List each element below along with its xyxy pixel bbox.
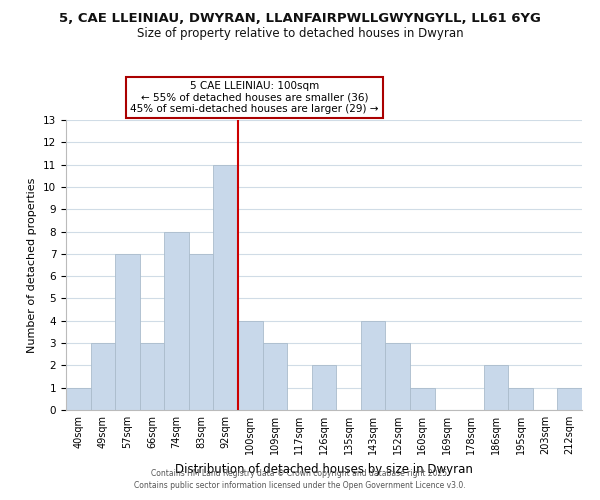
Bar	[164, 232, 189, 410]
Bar	[263, 343, 287, 410]
Bar	[66, 388, 91, 410]
Text: Contains HM Land Registry data © Crown copyright and database right 2025.: Contains HM Land Registry data © Crown c…	[151, 468, 449, 477]
Bar	[312, 366, 336, 410]
Text: Contains public sector information licensed under the Open Government Licence v3: Contains public sector information licen…	[134, 481, 466, 490]
Y-axis label: Number of detached properties: Number of detached properties	[28, 178, 37, 352]
Bar	[238, 321, 263, 410]
Bar	[189, 254, 214, 410]
Bar	[557, 388, 582, 410]
Bar	[508, 388, 533, 410]
Text: 5 CAE LLEINIAU: 100sqm
← 55% of detached houses are smaller (36)
45% of semi-det: 5 CAE LLEINIAU: 100sqm ← 55% of detached…	[130, 81, 379, 114]
Bar	[140, 343, 164, 410]
Text: 5, CAE LLEINIAU, DWYRAN, LLANFAIRPWLLGWYNGYLL, LL61 6YG: 5, CAE LLEINIAU, DWYRAN, LLANFAIRPWLLGWY…	[59, 12, 541, 26]
Text: Size of property relative to detached houses in Dwyran: Size of property relative to detached ho…	[137, 28, 463, 40]
Bar	[115, 254, 140, 410]
X-axis label: Distribution of detached houses by size in Dwyran: Distribution of detached houses by size …	[175, 462, 473, 475]
Bar	[410, 388, 434, 410]
Bar	[385, 343, 410, 410]
Bar	[91, 343, 115, 410]
Bar	[484, 366, 508, 410]
Bar	[214, 164, 238, 410]
Bar	[361, 321, 385, 410]
